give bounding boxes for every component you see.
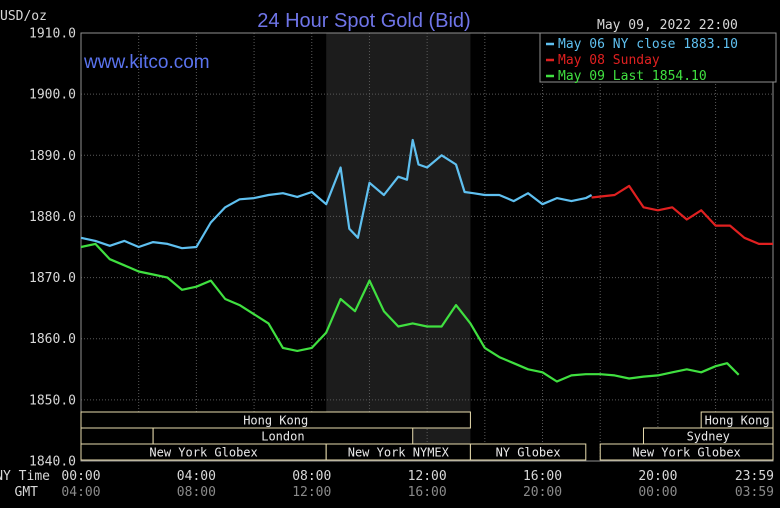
legend-label: May 09 Last 1854.10	[558, 69, 707, 84]
legend-label: May 06 NY close 1883.10	[558, 37, 738, 52]
x-tick-label-nytime: 00:00	[61, 469, 100, 484]
series-line	[80, 242, 740, 383]
market-session-bars: Hong Kong London New York Globex New York N…	[80, 411, 774, 461]
y-tick-label: 1840.0	[29, 455, 76, 470]
watermark-url: www.kitco.com	[83, 52, 210, 73]
x-tick-label-nytime: 04:00	[177, 469, 216, 484]
session-bar	[80, 427, 154, 445]
x-axis-gmt-label: GMT	[15, 485, 39, 500]
x-tick-label-nytime: 08:00	[292, 469, 331, 484]
x-tick-label-gmt: 08:00	[177, 485, 216, 500]
chart-title: 24 Hour Spot Gold (Bid)	[257, 10, 470, 32]
price-series	[80, 138, 773, 383]
x-tick-label-nytime: 23:59	[735, 469, 774, 484]
nymex-session-highlight	[326, 33, 471, 461]
session-label: London	[261, 430, 304, 444]
y-tick-label: 1890.0	[29, 149, 76, 164]
session-label: New York Globex	[149, 446, 257, 460]
x-tick-label-nytime: 20:00	[638, 469, 677, 484]
y-tick-label: 1880.0	[29, 210, 76, 225]
x-tick-label-gmt: 00:00	[638, 485, 677, 500]
x-axis-nytime-label: NY Time	[0, 469, 50, 484]
series-line	[591, 184, 773, 245]
y-axis: 1910.0 1900.0 1890.0 1880.0 1870.0 1860.0 1850…	[29, 27, 76, 470]
session-label: New York Globex	[632, 446, 740, 460]
y-tick-label: 1910.0	[29, 27, 76, 42]
legend-label: May 08 Sunday	[558, 53, 660, 68]
session-bar	[469, 443, 587, 461]
session-bar	[599, 443, 774, 461]
x-tick-label-nytime: 12:00	[408, 469, 447, 484]
y-tick-label: 1860.0	[29, 332, 76, 347]
x-tick-label-gmt: 04:00	[61, 485, 100, 500]
series-line	[80, 138, 593, 250]
legend-box	[539, 32, 777, 83]
x-tick-label-nytime: 16:00	[523, 469, 562, 484]
y-tick-label: 1900.0	[29, 88, 76, 103]
x-tick-label-gmt: 03:59	[735, 485, 774, 500]
session-label: NY Globex	[496, 446, 561, 460]
session-label: New York NYMEX	[348, 446, 450, 460]
x-tick-label-gmt: 12:00	[292, 485, 331, 500]
session-label: Hong Kong	[705, 414, 770, 428]
x-axis: 00:0004:0004:0008:0008:0012:0012:0016:00…	[61, 469, 774, 500]
x-tick-label-gmt: 16:00	[408, 485, 447, 500]
session-label: Sydney	[687, 430, 730, 444]
y-axis-unit-label: USD/oz	[0, 9, 47, 24]
session-label: Hong Kong	[243, 414, 308, 428]
y-tick-label: 1850.0	[29, 393, 76, 408]
y-tick-label: 1870.0	[29, 271, 76, 286]
x-tick-label-gmt: 20:00	[523, 485, 562, 500]
timestamp: May 09, 2022 22:00	[597, 18, 738, 33]
